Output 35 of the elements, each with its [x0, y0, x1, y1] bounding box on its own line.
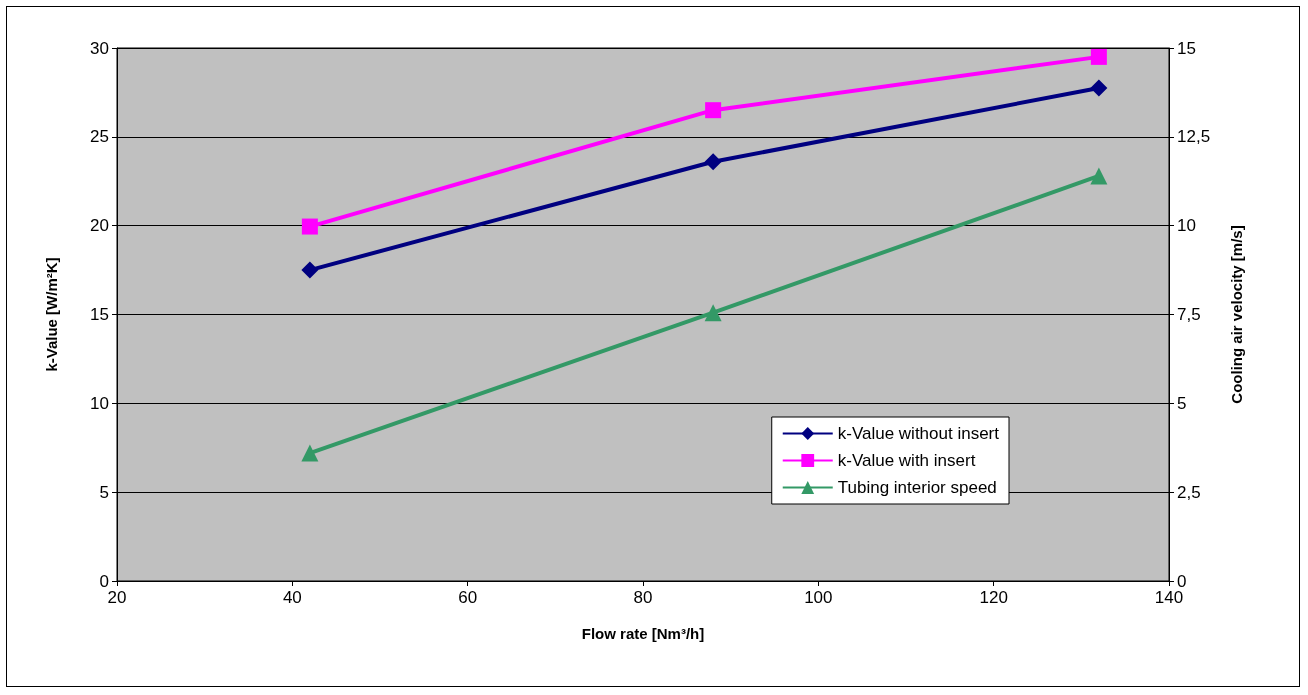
y-tick-label: 25	[90, 127, 109, 147]
point	[704, 304, 722, 322]
y-tick-label: 0	[99, 571, 109, 591]
y-axis-title: k-Value [W/m²K]	[43, 257, 60, 372]
legend-label: k-Value with insert	[837, 451, 976, 470]
y2-tick-label: 10	[1177, 216, 1196, 236]
x-tick-label: 40	[282, 588, 302, 607]
y2-tick-label: 2,5	[1177, 482, 1201, 502]
point	[1090, 48, 1107, 65]
y2-tick-label: 5	[1177, 393, 1187, 413]
point	[301, 444, 319, 462]
point	[705, 102, 722, 119]
legend-label: Tubing interior speed	[837, 478, 997, 497]
y2-tick-label: 15	[1177, 38, 1196, 58]
x-tick-label: 60	[458, 588, 478, 607]
y2-tick-label: 12,5	[1177, 127, 1211, 147]
y-tick-label: 15	[90, 305, 109, 324]
point	[1090, 79, 1108, 97]
point	[704, 153, 722, 171]
x-tick-label: 120	[979, 588, 1008, 607]
x-axis-title: Flow rate [Nm³/h]	[581, 625, 705, 642]
y2-tick-label: 0	[1177, 571, 1187, 591]
y2-axis-title: Cooling air velocity [m/s]	[1228, 225, 1245, 404]
y-tick-label: 30	[90, 38, 109, 58]
point	[301, 218, 318, 235]
x-tick-label: 100	[804, 588, 833, 607]
y-tick-label: 5	[99, 482, 109, 502]
y2-tick-label: 7,5	[1177, 305, 1201, 324]
point	[301, 261, 319, 279]
y-tick-label: 20	[90, 216, 109, 236]
point	[1090, 167, 1108, 185]
legend-label: k-Value without insert	[837, 424, 1000, 443]
y-tick-label: 10	[90, 393, 109, 413]
x-tick-label: 80	[633, 588, 653, 607]
x-tick-label: 140	[1154, 588, 1184, 607]
